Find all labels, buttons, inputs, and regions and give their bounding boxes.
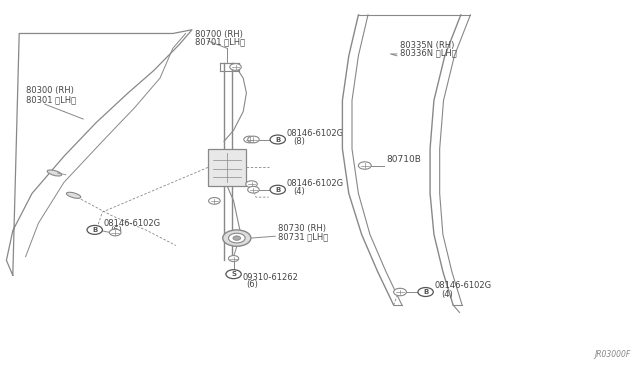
Text: 08146-6102G: 08146-6102G — [287, 179, 344, 188]
Circle shape — [87, 225, 102, 234]
Circle shape — [244, 136, 255, 143]
Text: (8): (8) — [293, 137, 305, 146]
Text: JR03000F: JR03000F — [594, 350, 630, 359]
Bar — [208, 149, 246, 186]
Circle shape — [228, 256, 239, 262]
Text: 08146-6102G: 08146-6102G — [104, 219, 161, 228]
Circle shape — [246, 181, 257, 187]
Circle shape — [209, 198, 220, 204]
Text: B: B — [92, 227, 97, 233]
Text: 08146-6102G: 08146-6102G — [435, 281, 492, 290]
Ellipse shape — [67, 192, 81, 198]
Circle shape — [228, 233, 245, 243]
Text: 80710B: 80710B — [386, 155, 420, 164]
Text: 80730 (RH): 80730 (RH) — [278, 224, 326, 232]
Circle shape — [226, 270, 241, 279]
Text: (6): (6) — [110, 227, 122, 235]
Circle shape — [248, 136, 259, 143]
Circle shape — [394, 288, 406, 296]
Circle shape — [270, 185, 285, 194]
Text: (4): (4) — [441, 290, 452, 299]
Circle shape — [248, 186, 259, 193]
Circle shape — [418, 288, 433, 296]
Circle shape — [230, 64, 241, 70]
Text: 08146-6102G: 08146-6102G — [287, 129, 344, 138]
Ellipse shape — [47, 170, 61, 176]
Circle shape — [270, 135, 285, 144]
Text: B: B — [275, 187, 280, 193]
Circle shape — [109, 229, 121, 236]
Text: 80731 〈LH〉: 80731 〈LH〉 — [278, 232, 329, 241]
Circle shape — [223, 230, 251, 246]
Text: (4): (4) — [293, 187, 305, 196]
Text: 09310-61262: 09310-61262 — [243, 273, 298, 282]
Text: (6): (6) — [246, 280, 259, 289]
Text: 80301 〈LH〉: 80301 〈LH〉 — [26, 95, 76, 104]
Text: 80700 (RH): 80700 (RH) — [195, 30, 243, 39]
Text: S: S — [231, 271, 236, 277]
Text: 80336N 〈LH〉: 80336N 〈LH〉 — [400, 49, 457, 58]
Text: 80300 (RH): 80300 (RH) — [26, 86, 74, 95]
Circle shape — [358, 162, 371, 169]
Text: 80701 〈LH〉: 80701 〈LH〉 — [195, 38, 245, 46]
Text: 80335N (RH): 80335N (RH) — [400, 41, 454, 50]
Text: B: B — [423, 289, 428, 295]
Circle shape — [233, 236, 241, 240]
Text: B: B — [275, 137, 280, 142]
